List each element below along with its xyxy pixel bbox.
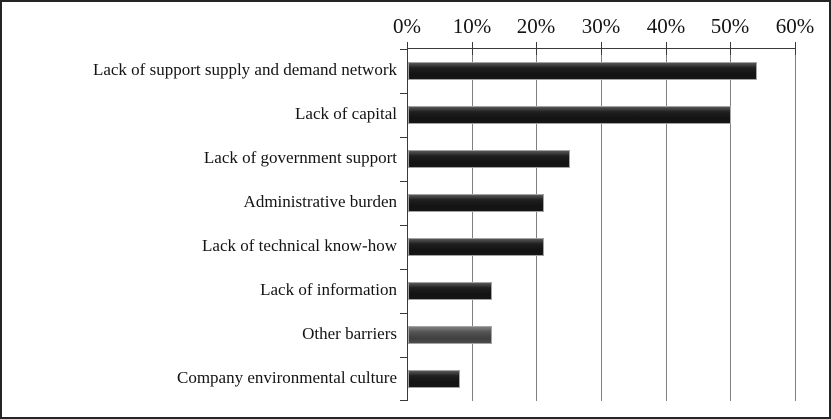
gridline (601, 49, 602, 401)
gridline (795, 49, 796, 401)
x-axis-tick (730, 42, 731, 55)
bar-row (408, 357, 795, 401)
x-tick-label: 50% (710, 14, 750, 38)
gridline (666, 49, 667, 401)
y-axis-tick (400, 225, 408, 226)
plot-area (400, 42, 796, 401)
y-axis-tick (400, 313, 408, 314)
bar-row (408, 269, 795, 313)
y-axis-tick (400, 400, 408, 401)
bar (408, 326, 493, 344)
x-axis-tick (666, 42, 667, 55)
bar (408, 62, 758, 80)
bar (408, 238, 544, 256)
bar-row (408, 313, 795, 357)
gridline (730, 49, 731, 401)
category-label: Lack of support supply and demand networ… (92, 60, 397, 79)
x-axis-tick (601, 42, 602, 55)
x-tick-label: 20% (516, 14, 556, 38)
category-label: Other barriers (302, 324, 397, 343)
y-axis-tick (400, 49, 408, 50)
bar (408, 194, 544, 212)
bar (408, 106, 732, 124)
bar (408, 282, 493, 300)
category-label: Company environmental culture (177, 368, 397, 387)
bar-row (408, 93, 795, 137)
bar (408, 370, 460, 388)
x-axis-tick (795, 42, 796, 55)
y-axis-tick (400, 93, 408, 94)
x-tick-label: 30% (581, 14, 621, 38)
x-axis-tick (472, 42, 473, 55)
category-label: Administrative burden (243, 192, 397, 211)
category-labels: Lack of support supply and demand networ… (10, 48, 397, 400)
x-tick-label: 0% (393, 14, 421, 38)
bar-row (408, 181, 795, 225)
bar-row (408, 49, 795, 93)
y-axis-tick (400, 357, 408, 358)
bar-row (408, 137, 795, 181)
category-label: Lack of information (260, 280, 397, 299)
gridline (472, 49, 473, 401)
y-axis-tick (400, 181, 408, 182)
category-label: Lack of government support (203, 148, 397, 167)
x-axis: 0% 10% 20% 30% 40% 50% 60% (393, 10, 814, 42)
x-tick-label: 60% (775, 14, 815, 38)
x-tick-label: 40% (646, 14, 686, 38)
y-axis-tick (400, 137, 408, 138)
y-axis-tick (400, 269, 408, 270)
category-label: Lack of technical know-how (202, 236, 397, 255)
x-tick-label: 10% (452, 14, 492, 38)
gridline (536, 49, 537, 401)
bar-row (408, 225, 795, 269)
x-axis-tick (536, 42, 537, 55)
x-axis-tick (407, 42, 408, 55)
bar (408, 150, 570, 168)
category-label: Lack of capital (295, 104, 397, 123)
